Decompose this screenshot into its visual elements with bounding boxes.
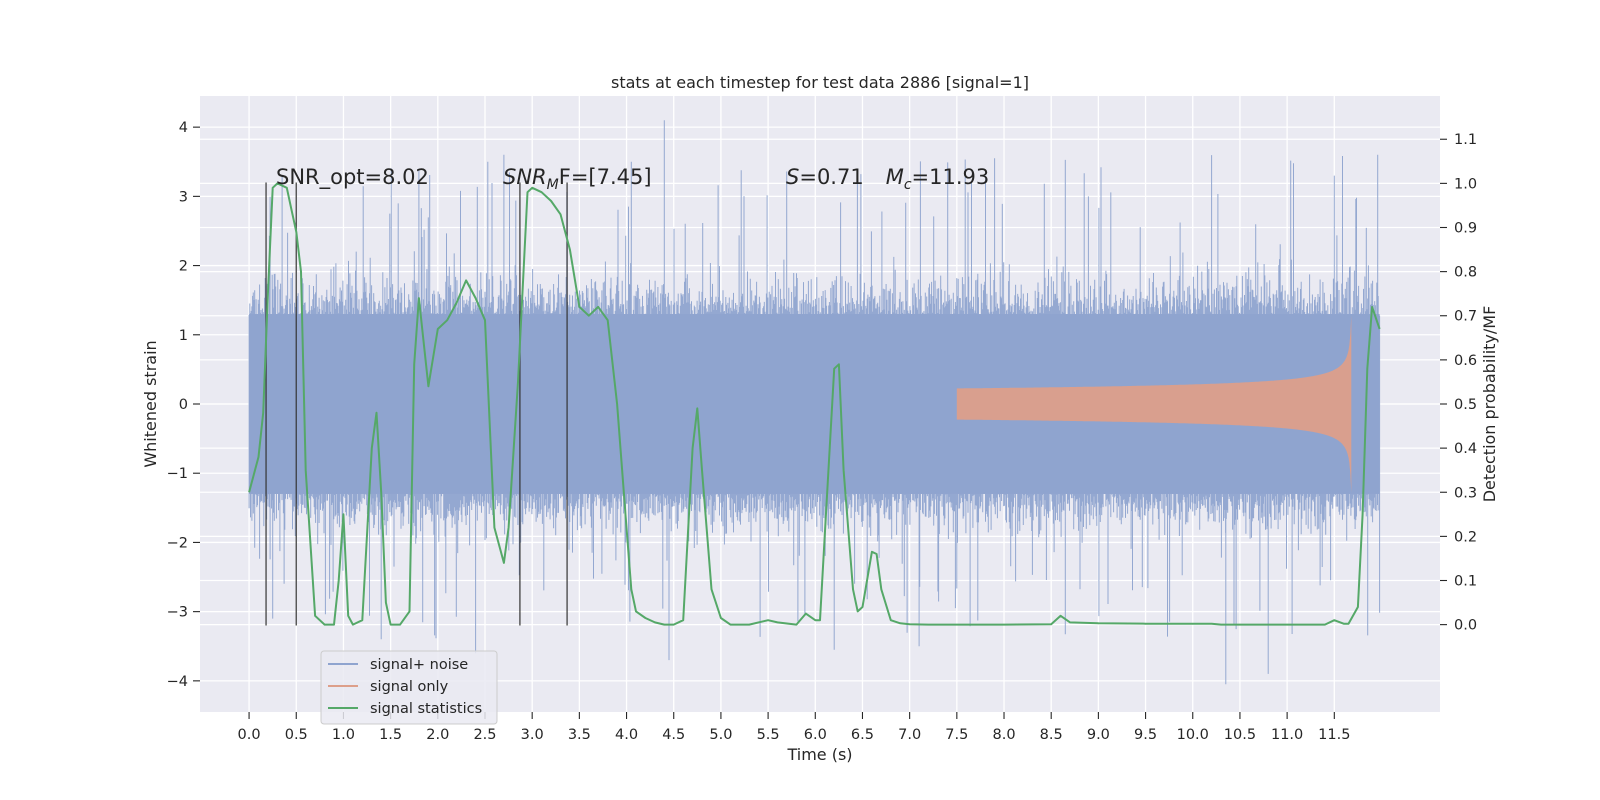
annotation-snr-mf: SNRMF=[7.45] (503, 165, 652, 193)
snr-mf-suffix: F=[7.45] (559, 165, 652, 189)
annotation-s-mc: S=0.71 Mc=11.93 (786, 165, 989, 193)
y2-tick-label: 0.1 (1454, 574, 1477, 590)
mc-value: =11.93 (912, 165, 990, 189)
x-tick-label: 2.5 (473, 727, 496, 743)
x-tick-label: 11.5 (1318, 727, 1350, 743)
x-tick-label: 6.5 (851, 727, 874, 743)
y-tick-label: 3 (179, 189, 188, 205)
x-tick-label: 0.0 (238, 727, 261, 743)
legend-label-signal-statistics: signal statistics (370, 701, 482, 717)
x-tick-label: 0.5 (285, 727, 308, 743)
s-symbol: S (786, 165, 799, 189)
x-tick-label: 9.5 (1134, 727, 1157, 743)
s-value: =0.71 (799, 165, 863, 189)
y2-tick-label: 0.8 (1454, 265, 1477, 281)
x-axis-label: Time (s) (786, 745, 852, 764)
plot-area (248, 120, 1381, 685)
y2-tick-label: 0.5 (1454, 397, 1477, 413)
signal-statistics-series (248, 182, 1381, 626)
y2-tick-label: 0.6 (1454, 353, 1477, 369)
y2-axis-label: Detection probability/MF (1480, 306, 1499, 503)
chart-title: stats at each timestep for test data 288… (611, 73, 1029, 92)
x-tick-label: 2.0 (426, 727, 449, 743)
x-tick-label: 10.0 (1177, 727, 1209, 743)
x-tick-label: 10.5 (1224, 727, 1256, 743)
x-tick-label: 5.0 (709, 727, 732, 743)
x-tick-label: 4.5 (662, 727, 685, 743)
legend-label-signal-only: signal only (370, 679, 449, 695)
left-axis-ticks: 4 3 2 1 0 −1 −2 −3 −4 (167, 120, 200, 690)
signal-only-envelope (956, 315, 1352, 493)
x-tick-label: 1.5 (379, 727, 402, 743)
y-axis-label: Whitened strain (141, 340, 160, 467)
y2-tick-label: 1.1 (1454, 132, 1477, 148)
y-tick-label: 2 (179, 259, 188, 275)
legend-box (320, 650, 498, 725)
signal-statistics-line (248, 182, 1381, 626)
x-tick-label: 8.5 (1040, 727, 1063, 743)
bottom-axis-ticks: 0.0 0.5 1.0 1.5 2.0 2.5 3.0 3.5 4.0 4.5 5.0 5.5 6.0 6… (238, 712, 1350, 743)
x-tick-label: 7.0 (898, 727, 921, 743)
x-tick-label: 11.0 (1271, 727, 1303, 743)
y2-tick-label: 0.7 (1454, 309, 1477, 325)
mc-symbol: M (886, 165, 904, 189)
y2-tick-label: 0.2 (1454, 529, 1477, 545)
signal-only-series (956, 315, 1352, 493)
y-tick-label: −3 (167, 605, 188, 621)
y2-tick-label: 0.0 (1454, 618, 1477, 634)
x-tick-label: 7.5 (945, 727, 968, 743)
x-tick-label: 8.0 (992, 727, 1015, 743)
y-tick-label: 0 (179, 397, 188, 413)
legend: signal+ noise signal only signal statist… (320, 650, 498, 725)
x-tick-label: 5.5 (757, 727, 780, 743)
y2-tick-label: 0.9 (1454, 220, 1477, 236)
legend-label-signal-noise: signal+ noise (370, 657, 468, 673)
y-tick-label: 4 (179, 120, 188, 136)
snr-mf-prefix: SNR (503, 165, 547, 189)
x-tick-label: 3.5 (568, 727, 591, 743)
x-tick-label: 1.0 (332, 727, 355, 743)
x-tick-label: 3.0 (521, 727, 544, 743)
y2-tick-label: 0.3 (1454, 485, 1477, 501)
x-tick-label: 9.0 (1087, 727, 1110, 743)
y2-tick-label: 1.0 (1454, 176, 1477, 192)
annotation-snr-opt: SNR_opt=8.02 (276, 165, 429, 190)
y-tick-label: 1 (179, 328, 188, 344)
right-axis-ticks: 1.1 1.0 0.9 0.8 0.7 0.6 0.5 0.4 0.3 0.2 0.1 0.0 (1440, 132, 1477, 634)
mc-sub: c (904, 177, 912, 193)
vertical-markers (265, 182, 568, 626)
snr-mf-sub: M (547, 177, 559, 193)
x-tick-label: 4.0 (615, 727, 638, 743)
y-tick-label: −2 (167, 535, 188, 551)
y-tick-label: −4 (167, 674, 188, 690)
x-tick-label: 6.0 (804, 727, 827, 743)
y2-tick-label: 0.4 (1454, 441, 1477, 457)
y-tick-label: −1 (167, 466, 188, 482)
